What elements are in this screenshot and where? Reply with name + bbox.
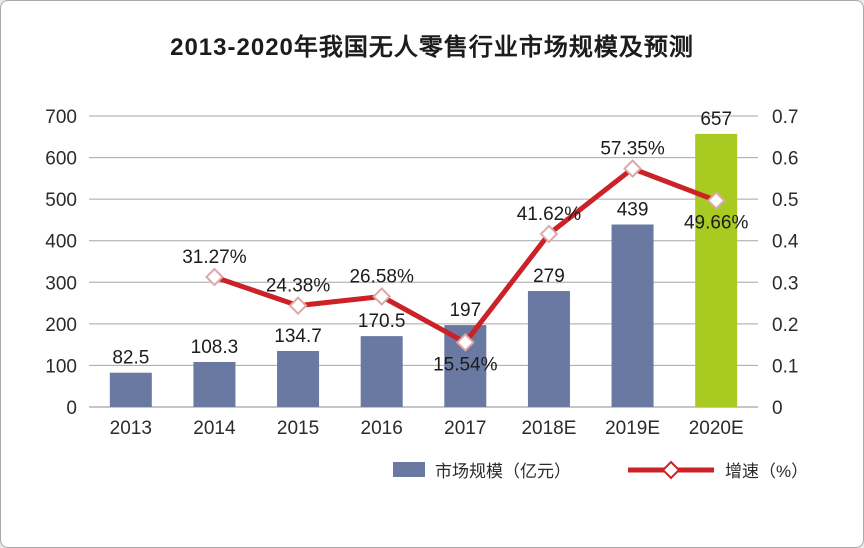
left-axis-tick-label: 400 — [45, 232, 77, 253]
line-value-label: 41.62% — [517, 204, 582, 225]
x-axis-label: 2013 — [110, 418, 152, 439]
bar-value-label: 108.3 — [191, 337, 239, 358]
chart-legend: 市场规模（亿元） 增速（%） — [393, 457, 808, 482]
bar-value-label: 170.5 — [358, 311, 406, 332]
bar-series-swatch — [393, 462, 425, 477]
line-marker-diamond — [539, 224, 559, 244]
right-axis-tick-label: 0.1 — [772, 356, 798, 377]
line-value-label: 24.38% — [266, 276, 331, 297]
line-marker-diamond — [205, 267, 224, 287]
bar-2020E — [695, 133, 738, 407]
legend-item-market-size: 市场规模（亿元） — [393, 457, 571, 482]
line-value-label: 49.66% — [684, 213, 749, 234]
legend-item-growth-rate: 增速（%） — [627, 457, 808, 482]
bar-value-label: 657 — [700, 109, 732, 130]
line-value-label: 26.58% — [349, 267, 414, 288]
x-axis-label: 2014 — [193, 418, 236, 439]
right-axis-tick-label: 0.3 — [772, 273, 798, 294]
left-axis-tick-label: 500 — [45, 190, 77, 211]
left-axis-tick-label: 700 — [45, 107, 77, 128]
bar-2019E — [611, 224, 654, 407]
right-axis-tick-label: 0.7 — [772, 107, 798, 128]
line-marker-diamond — [288, 296, 308, 316]
chart-title: 2013-2020年我国无人零售行业市场规模及预测 — [170, 34, 694, 61]
x-axis-label: 2015 — [277, 418, 319, 439]
line-value-label: 57.35% — [600, 139, 665, 160]
left-axis-tick-label: 300 — [45, 273, 77, 294]
bar-2018E — [527, 291, 570, 407]
right-axis-tick-label: 0.4 — [772, 232, 799, 253]
bar-2013 — [109, 372, 152, 407]
bar-value-label: 197 — [449, 300, 481, 321]
x-axis-label: 2020E — [689, 418, 744, 439]
line-value-label: 31.27% — [182, 247, 247, 268]
line-marker-diamond — [706, 191, 726, 210]
line-marker-diamond — [455, 332, 475, 352]
line-series-marker-icon — [628, 460, 714, 479]
line-value-label: 15.54% — [433, 354, 498, 375]
left-axis-tick-label: 600 — [45, 149, 77, 170]
bar-value-label: 82.5 — [112, 348, 149, 369]
right-axis-tick-label: 0.6 — [772, 149, 798, 170]
bar-series-label: 市场规模（亿元） — [435, 462, 571, 481]
bar-2015 — [277, 351, 320, 407]
bar-value-label: 279 — [533, 266, 565, 287]
right-axis-tick-label: 0 — [772, 398, 783, 419]
bar-value-label: 134.7 — [274, 326, 322, 347]
bar-2014 — [193, 361, 236, 407]
bar-value-label: 439 — [617, 200, 649, 221]
right-axis-tick-label: 0.5 — [772, 190, 798, 211]
line-marker-diamond — [623, 159, 642, 179]
x-axis-label: 2019E — [605, 418, 660, 439]
x-axis-label: 2017 — [444, 418, 486, 439]
bar-2016 — [360, 336, 403, 407]
left-axis-tick-label: 100 — [45, 356, 77, 377]
left-axis-tick-label: 200 — [45, 315, 77, 336]
x-axis-label: 2018E — [521, 418, 576, 439]
right-axis-tick-label: 0.2 — [772, 315, 798, 336]
line-marker-diamond — [372, 287, 392, 306]
x-axis-label: 2016 — [361, 418, 403, 439]
left-axis-tick-label: 0 — [66, 398, 77, 419]
line-series-label: 增速（%） — [725, 462, 809, 481]
